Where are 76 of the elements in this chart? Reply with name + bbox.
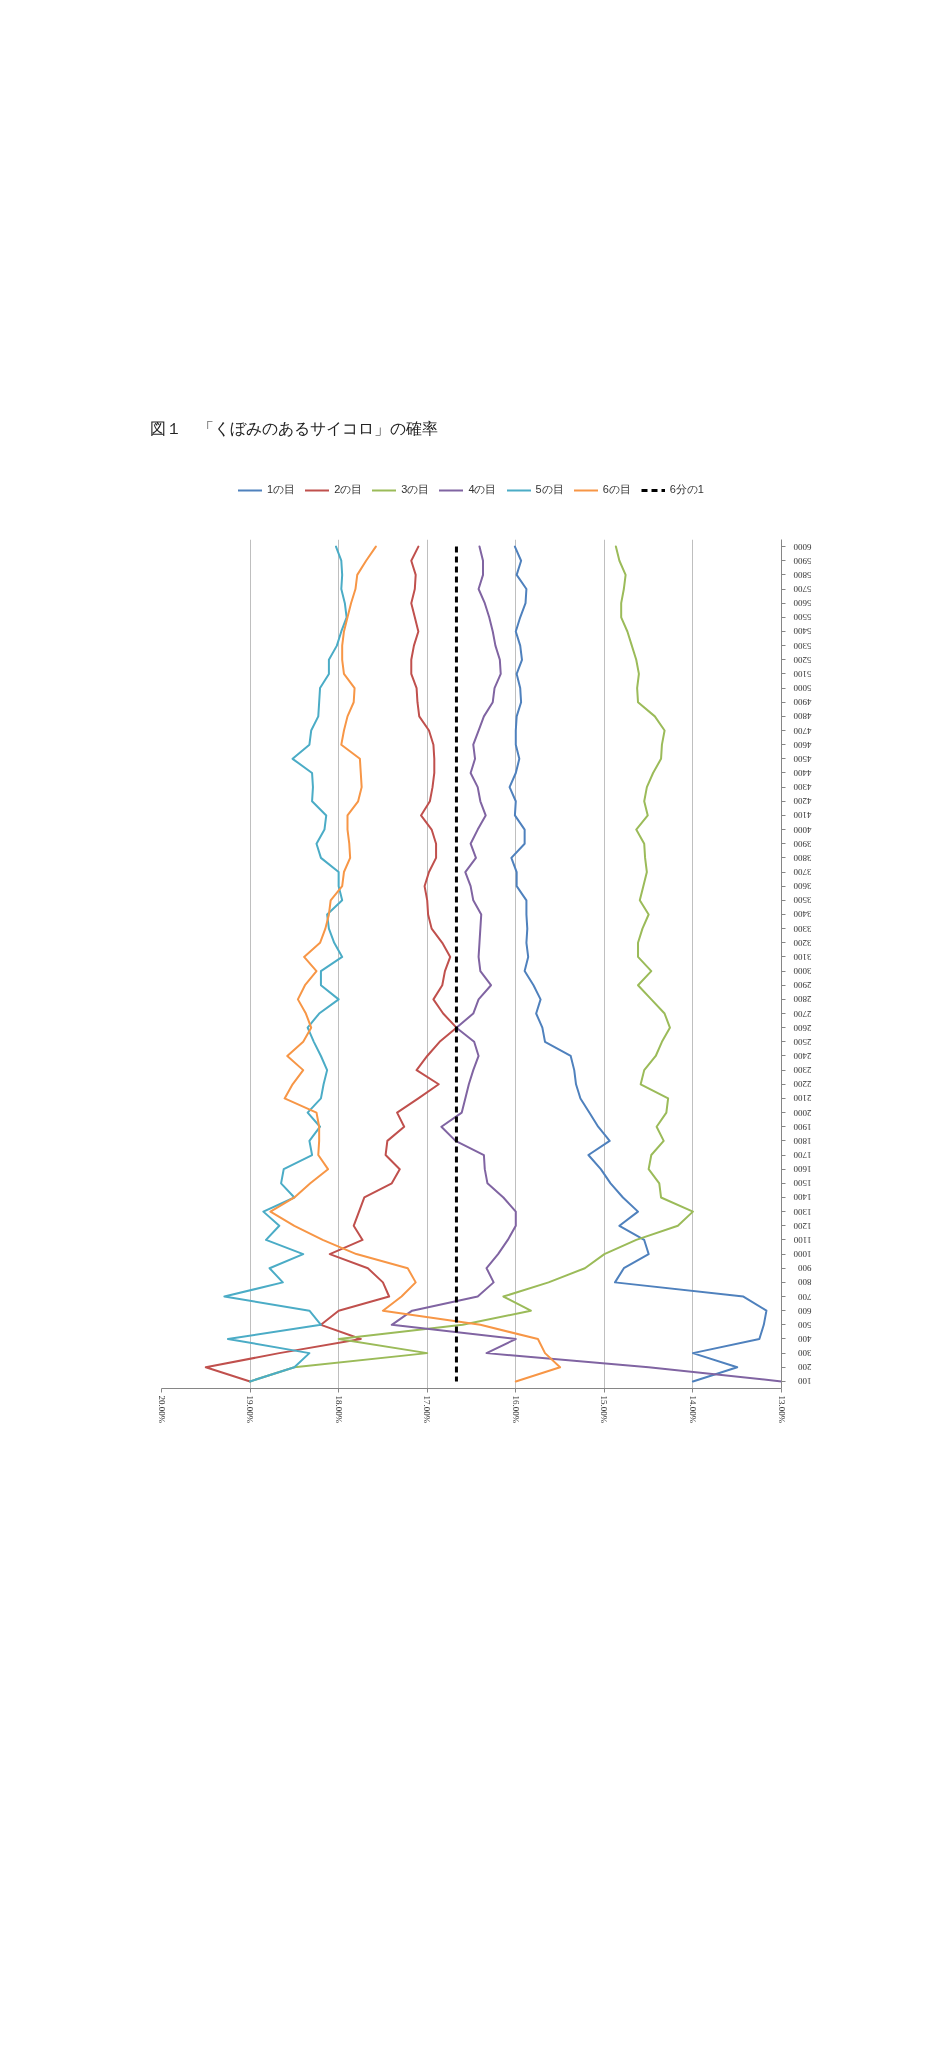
y-tick-label: 2100 bbox=[793, 1093, 812, 1104]
y-tick-label: 5200 bbox=[793, 654, 812, 665]
y-tick-label: 500 bbox=[797, 1319, 812, 1330]
y-tick-label: 2200 bbox=[793, 1079, 812, 1090]
y-tick-label: 100 bbox=[797, 1376, 812, 1387]
y-tick-label: 5700 bbox=[793, 584, 812, 595]
y-tick-label: 600 bbox=[797, 1305, 812, 1316]
y-tick-label: 5100 bbox=[793, 668, 812, 679]
y-tick-label: 4100 bbox=[793, 810, 812, 821]
y-tick-label: 6000 bbox=[793, 541, 812, 552]
y-tick-label: 4900 bbox=[793, 697, 812, 708]
y-tick-label: 2700 bbox=[793, 1008, 812, 1019]
x-tick-label: 14.00% bbox=[687, 1395, 698, 1424]
y-tick-label: 1400 bbox=[793, 1192, 812, 1203]
legend-label: 4の目 bbox=[468, 482, 497, 497]
y-tick-label: 3900 bbox=[793, 838, 812, 849]
y-tick-label: 2400 bbox=[793, 1050, 812, 1061]
y-tick-label: 1000 bbox=[793, 1249, 812, 1260]
y-tick-label: 700 bbox=[797, 1291, 812, 1302]
y-tick-label: 4500 bbox=[793, 753, 812, 764]
y-tick-label: 2900 bbox=[793, 980, 812, 991]
y-tick-label: 1800 bbox=[793, 1135, 812, 1146]
y-tick-label: 4700 bbox=[793, 725, 812, 736]
y-tick-label: 1600 bbox=[793, 1164, 812, 1175]
y-tick-label: 3400 bbox=[793, 909, 812, 920]
y-tick-label: 3100 bbox=[793, 951, 812, 962]
y-tick-label: 3200 bbox=[793, 937, 812, 948]
y-tick-label: 5300 bbox=[793, 640, 812, 651]
y-tick-label: 5600 bbox=[793, 598, 812, 609]
y-tick-label: 5000 bbox=[793, 683, 812, 694]
y-tick-label: 5800 bbox=[793, 569, 812, 580]
y-tick-label: 5400 bbox=[793, 626, 812, 637]
chart-title: 図１ 「くぼみのあるサイコロ」の確率 bbox=[149, 419, 438, 437]
y-tick-label: 200 bbox=[797, 1362, 812, 1373]
y-tick-label: 1500 bbox=[793, 1178, 812, 1189]
x-tick-label: 15.00% bbox=[599, 1395, 610, 1424]
legend-label: 2の目 bbox=[334, 482, 363, 497]
y-tick-label: 2300 bbox=[793, 1065, 812, 1076]
y-tick-label: 2600 bbox=[793, 1022, 812, 1033]
y-tick-label: 2500 bbox=[793, 1036, 812, 1047]
y-tick-label: 1300 bbox=[793, 1206, 812, 1217]
y-tick-label: 4300 bbox=[793, 782, 812, 793]
y-tick-label: 1700 bbox=[793, 1150, 812, 1161]
y-tick-label: 3600 bbox=[793, 881, 812, 892]
y-tick-label: 400 bbox=[797, 1333, 812, 1344]
x-tick-label: 20.00% bbox=[156, 1395, 167, 1424]
y-tick-label: 4200 bbox=[793, 796, 812, 807]
y-tick-label: 800 bbox=[797, 1277, 812, 1288]
x-tick-label: 18.00% bbox=[333, 1395, 344, 1424]
x-tick-label: 13.00% bbox=[776, 1395, 787, 1424]
y-tick-label: 3800 bbox=[793, 852, 812, 863]
y-tick-label: 3700 bbox=[793, 867, 812, 878]
y-tick-label: 5500 bbox=[793, 612, 812, 623]
legend-label: 6分の1 bbox=[669, 482, 704, 497]
y-tick-label: 4800 bbox=[793, 711, 812, 722]
y-tick-label: 1100 bbox=[793, 1234, 812, 1245]
legend-label: 6の目 bbox=[602, 482, 631, 497]
y-tick-label: 3500 bbox=[793, 895, 812, 906]
y-tick-label: 4000 bbox=[793, 824, 812, 835]
x-tick-label: 16.00% bbox=[510, 1395, 521, 1424]
legend-label: 1の目 bbox=[267, 482, 296, 497]
y-tick-label: 3300 bbox=[793, 923, 812, 934]
y-tick-label: 4600 bbox=[793, 739, 812, 750]
x-tick-label: 17.00% bbox=[422, 1395, 433, 1424]
y-tick-label: 2000 bbox=[793, 1107, 812, 1118]
y-tick-label: 5900 bbox=[793, 555, 812, 566]
legend-label: 3の目 bbox=[401, 482, 430, 497]
y-tick-label: 1200 bbox=[793, 1220, 812, 1231]
y-tick-label: 2800 bbox=[793, 994, 812, 1005]
y-tick-label: 4400 bbox=[793, 767, 812, 778]
x-tick-label: 19.00% bbox=[245, 1395, 256, 1424]
y-tick-label: 3000 bbox=[793, 966, 812, 977]
y-tick-label: 1900 bbox=[793, 1121, 812, 1132]
y-tick-label: 900 bbox=[797, 1263, 812, 1274]
y-tick-label: 300 bbox=[797, 1348, 812, 1359]
legend-label: 5の目 bbox=[535, 482, 564, 497]
